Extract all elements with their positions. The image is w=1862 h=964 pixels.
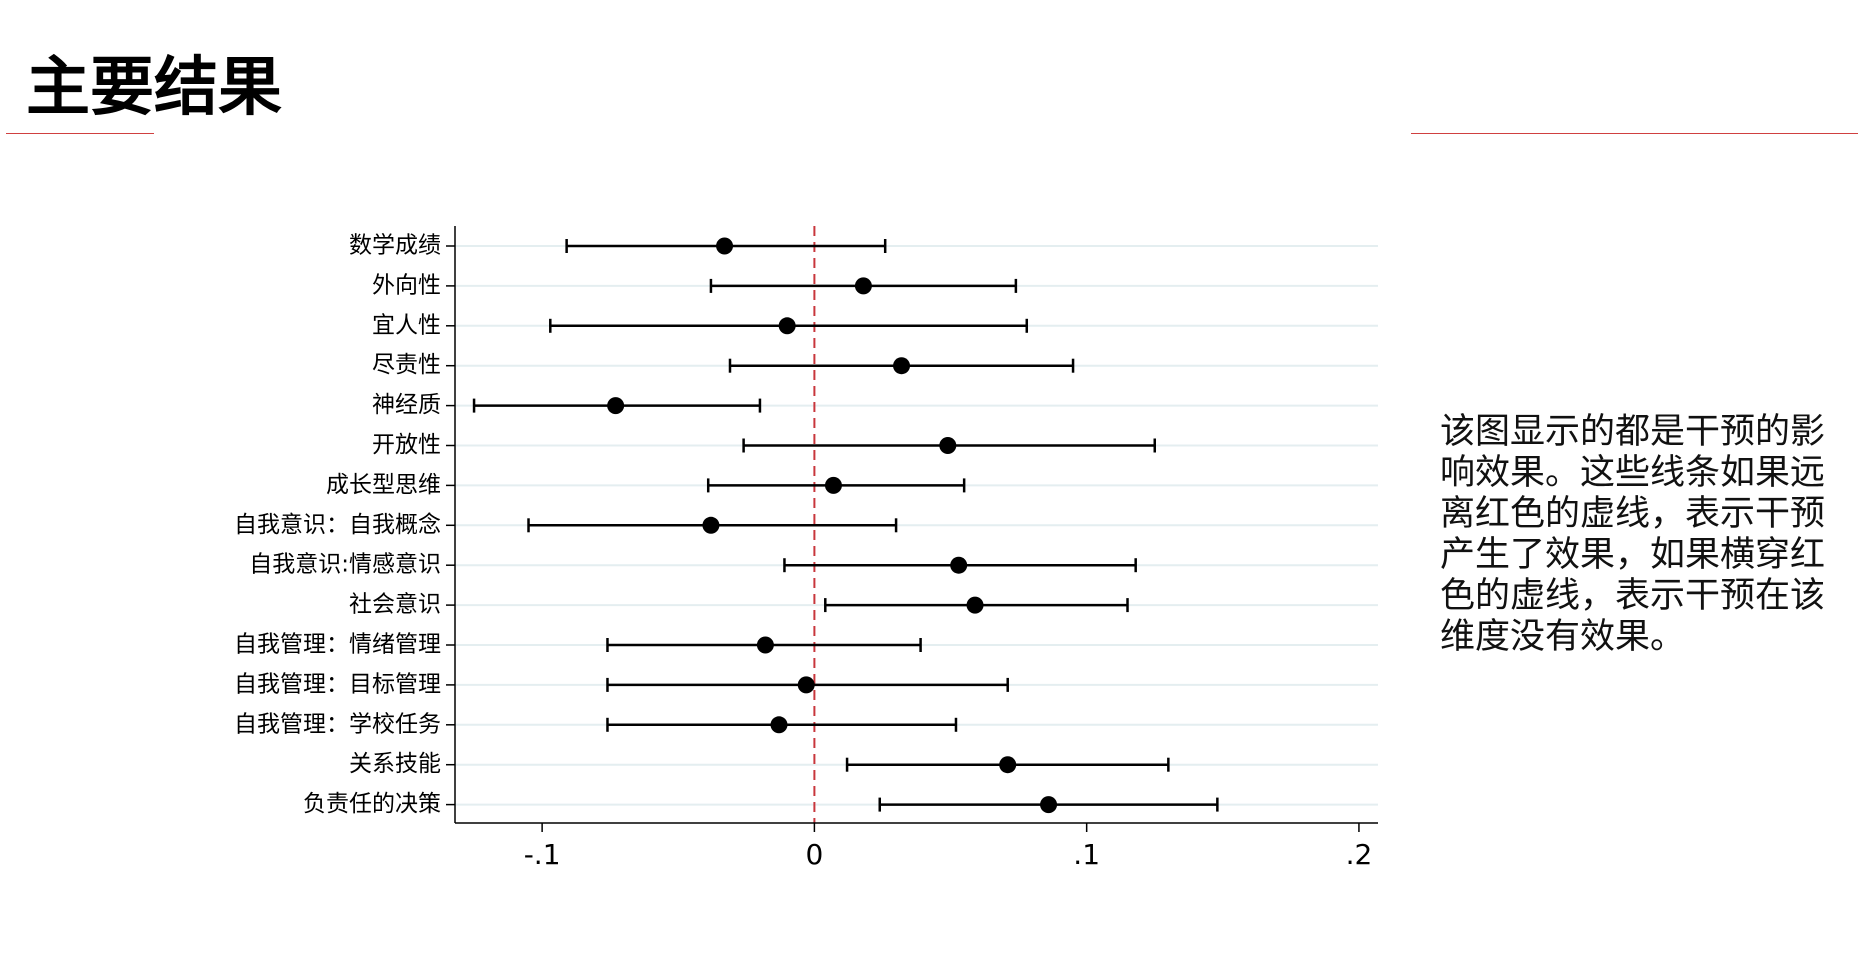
x-tick-label: .1 <box>1073 838 1100 871</box>
y-tick-label: 社会意识 <box>349 592 441 618</box>
point-estimate <box>778 317 796 335</box>
y-tick-label: 外向性 <box>372 272 441 298</box>
description: 该图显示的都是干预的影响效果。这些线条如果远离红色的虚线，表示干预产生了效果，如… <box>1440 412 1826 657</box>
point-estimate <box>716 237 734 255</box>
y-tick-label: 数学成绩 <box>349 233 441 259</box>
title-rule <box>6 133 154 134</box>
y-tick-label: 尽责性 <box>372 352 441 378</box>
point-estimate <box>770 716 788 734</box>
point-estimate <box>854 277 872 295</box>
y-tick-label: 自我管理：学校任务 <box>234 711 441 737</box>
y-tick-label: 负责任的决策 <box>303 791 441 817</box>
point-estimate <box>893 357 911 375</box>
y-tick-label: 宜人性 <box>372 312 441 338</box>
point-estimate <box>999 756 1017 774</box>
point-estimate <box>950 556 968 574</box>
y-tick-label: 自我管理：情绪管理 <box>234 632 441 658</box>
point-estimate <box>824 476 842 494</box>
y-tick-label: 开放性 <box>372 432 441 458</box>
point-estimate <box>756 636 774 654</box>
point-estimate <box>939 437 957 454</box>
x-tick-label: 0 <box>805 838 823 871</box>
x-tick-label: -.1 <box>524 838 561 871</box>
point-estimate <box>797 676 815 694</box>
point-estimate <box>966 596 984 614</box>
point-estimate <box>607 397 625 415</box>
slide-title: 主要结果 <box>26 51 282 125</box>
point-estimate <box>702 516 720 534</box>
y-tick-label: 成长型思维 <box>326 472 441 498</box>
title-rule <box>1411 133 1858 134</box>
y-tick-label: 关系技能 <box>349 751 441 777</box>
y-tick-label: 自我管理：目标管理 <box>234 671 441 697</box>
point-estimate <box>1040 796 1058 814</box>
y-tick-label: 神经质 <box>372 392 441 418</box>
y-tick-label: 自我意识：自我概念 <box>234 512 441 538</box>
x-tick-label: .2 <box>1346 838 1373 871</box>
y-tick-label: 自我意识:情感意识 <box>249 552 441 578</box>
chart: -.1 0 .1 .2 数学成绩外向性宜人性尽责性神经质开放性成长型思维自我意识：自我概… <box>234 226 1378 871</box>
